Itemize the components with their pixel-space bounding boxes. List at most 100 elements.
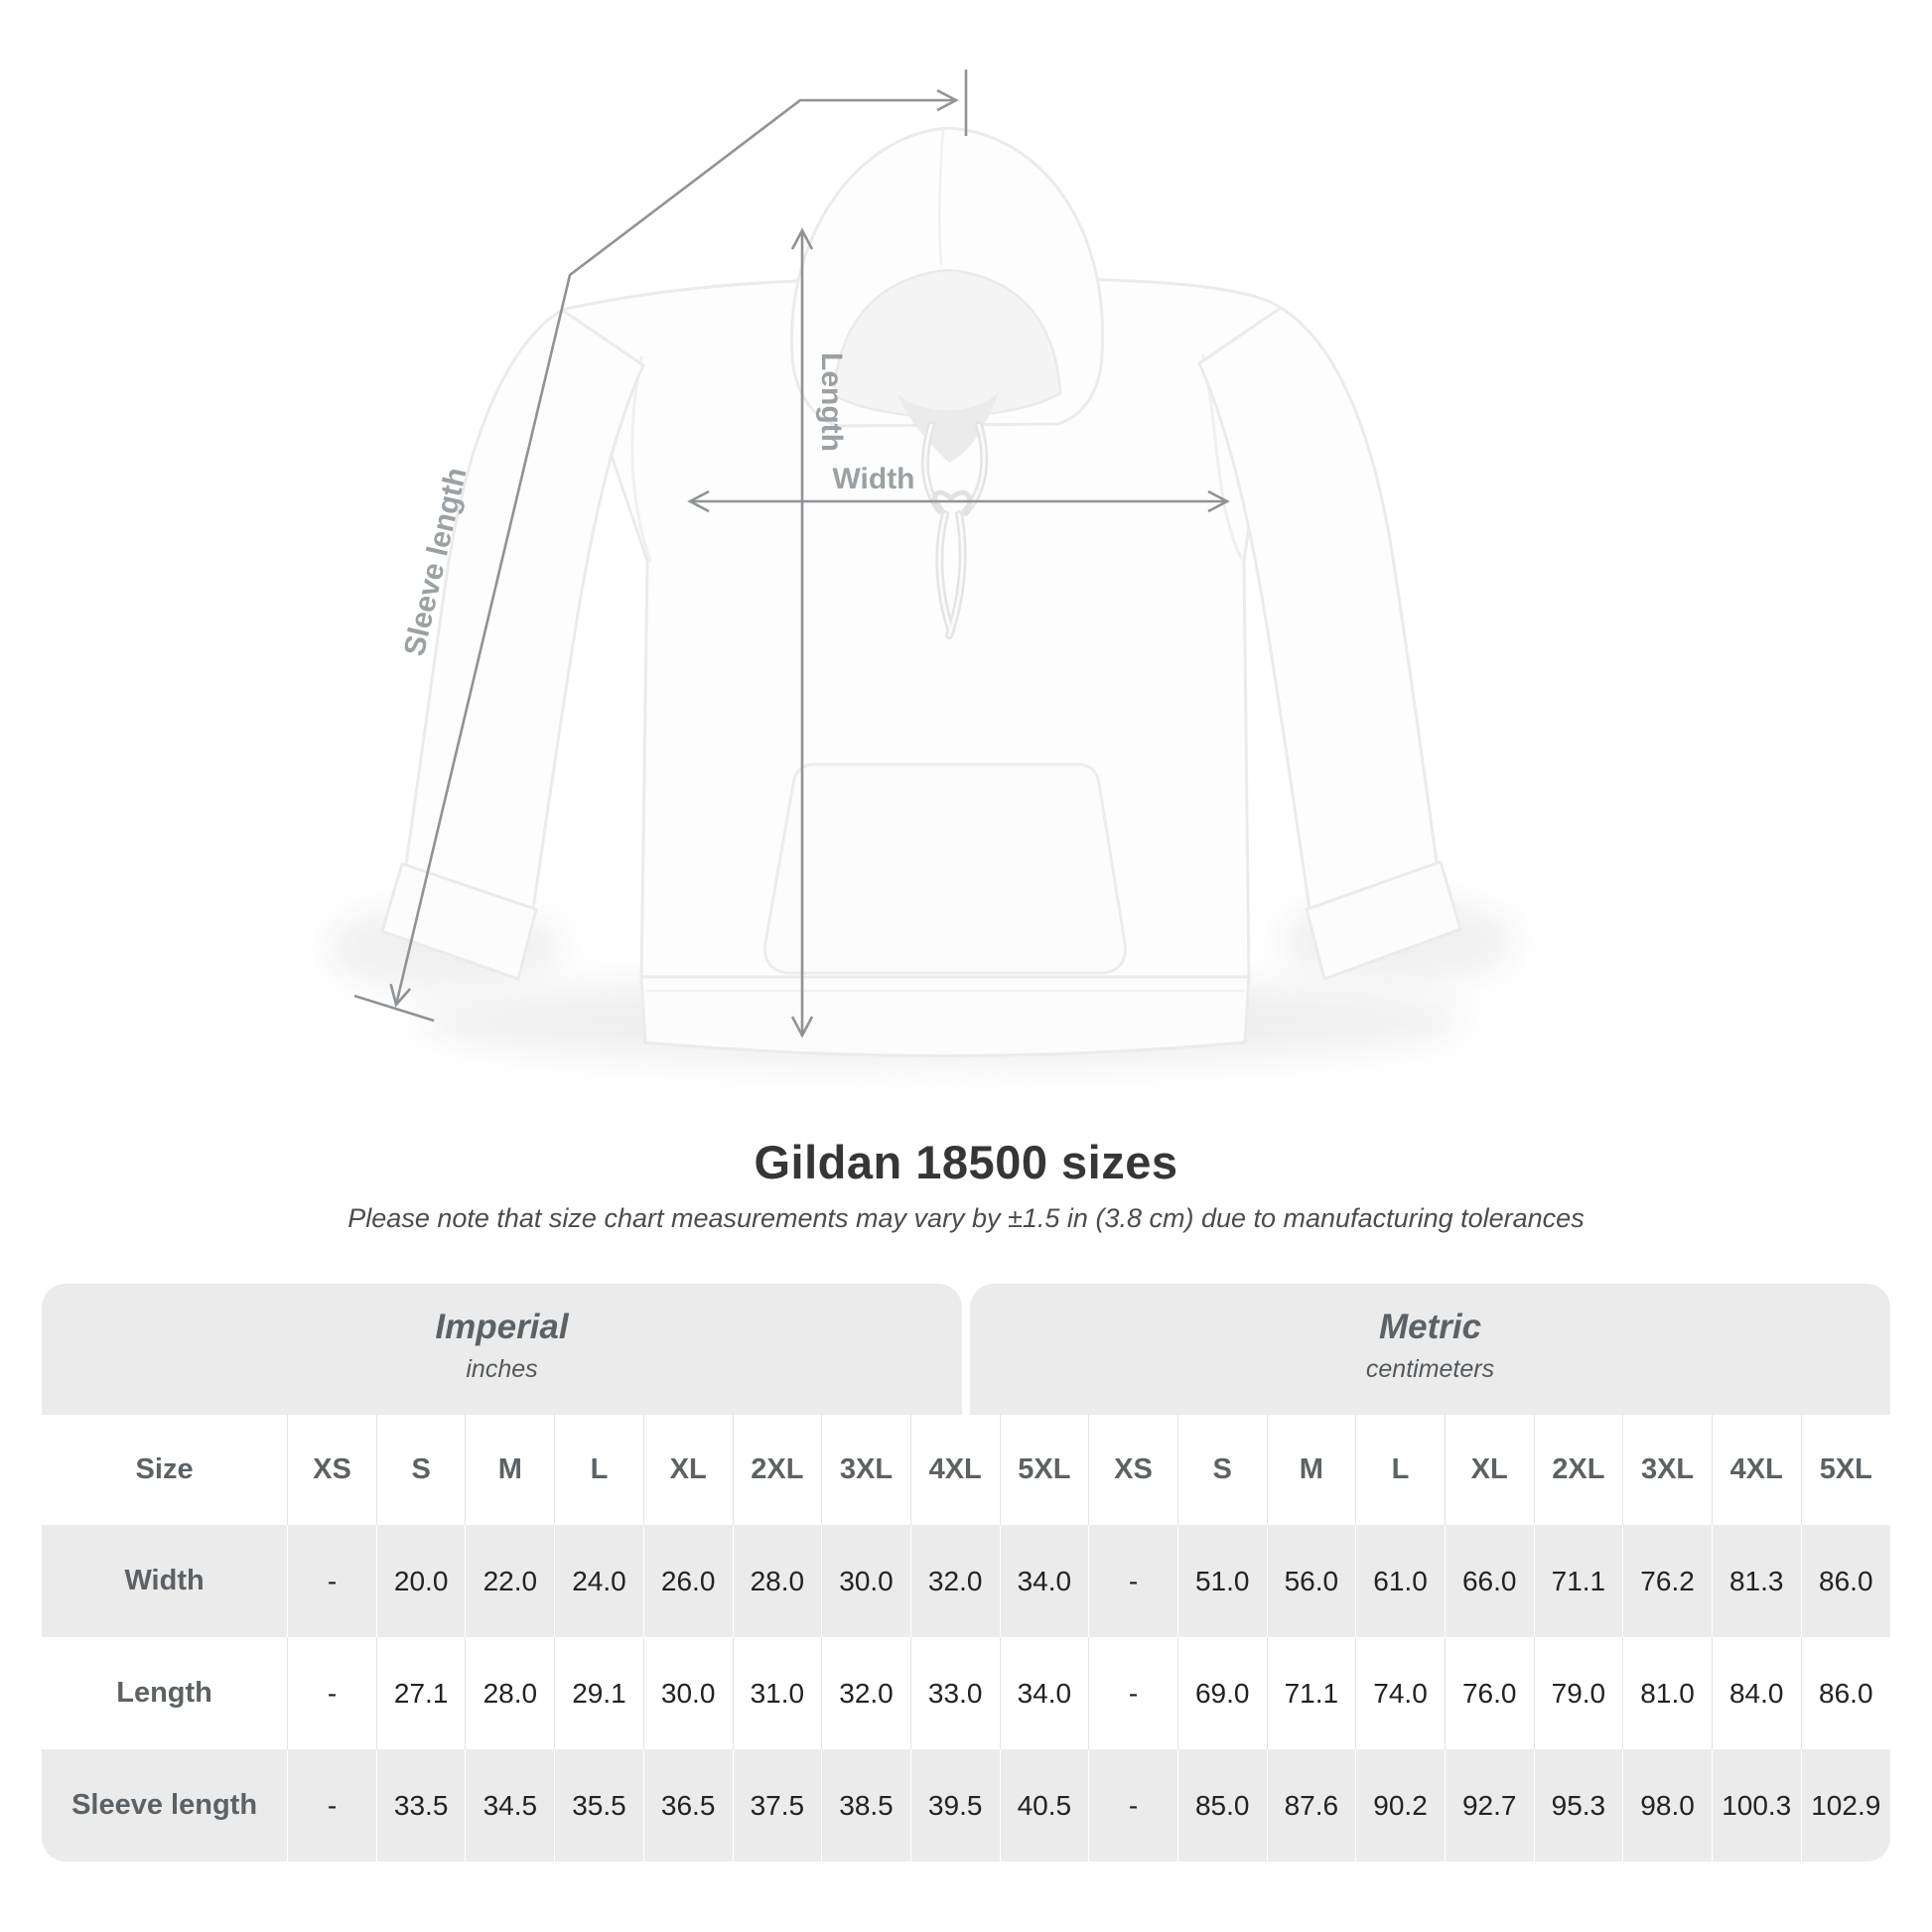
table-cell: 85.0	[1176, 1749, 1268, 1862]
table-cell: 51.0	[1176, 1525, 1268, 1637]
table-cell: -	[1088, 1637, 1178, 1749]
table-row-width: Width - 20.0 22.0 24.0 26.0 28.0 30.0 32…	[42, 1525, 1890, 1637]
table-cell: 79.0	[1533, 1637, 1623, 1749]
size-header-row: Size XS S M L XL 2XL 3XL 4XL 5XL XS S M …	[42, 1415, 1890, 1525]
table-cell: 86.0	[1800, 1525, 1890, 1637]
size-col-metric-l: L	[1355, 1415, 1446, 1525]
size-col-imperial-3xl: 3XL	[821, 1415, 911, 1525]
length-label: Length	[815, 352, 848, 452]
width-label: Width	[832, 463, 914, 495]
size-col-imperial-4xl: 4XL	[909, 1415, 1001, 1525]
table-cell: 66.0	[1444, 1525, 1535, 1637]
hoodie-illustration: Sleeve length Length Width	[326, 69, 1517, 1066]
table-cell: 28.0	[465, 1637, 555, 1749]
unit-imperial-title: Imperial	[435, 1308, 569, 1346]
table-cell: -	[287, 1525, 377, 1637]
table-cell: 84.0	[1711, 1637, 1802, 1749]
table-cell: 28.0	[732, 1525, 822, 1637]
table-row-length: Length - 27.1 28.0 29.1 30.0 31.0 32.0 3…	[42, 1637, 1890, 1749]
row-label-length: Length	[116, 1677, 212, 1709]
measurement-diagram: Sleeve length Length Width	[326, 69, 1517, 1066]
table-cell: 74.0	[1355, 1637, 1446, 1749]
table-cell: 20.0	[375, 1525, 466, 1637]
sleeve-length-arrow	[389, 88, 959, 1008]
table-cell: 33.0	[909, 1637, 1001, 1749]
table-cell: 27.1	[375, 1637, 466, 1749]
column-header-size: Size	[135, 1453, 194, 1485]
row-label-width: Width	[124, 1565, 205, 1596]
table-cell: 32.0	[909, 1525, 1001, 1637]
sleeve-length-start-tick	[353, 994, 435, 1023]
table-cell: 102.9	[1800, 1749, 1890, 1862]
size-col-imperial-xs: XS	[287, 1415, 377, 1525]
table-cell: 76.2	[1622, 1525, 1713, 1637]
table-cell: 30.0	[821, 1525, 911, 1637]
table-cell: 31.0	[732, 1637, 822, 1749]
size-col-imperial-xl: XL	[642, 1415, 733, 1525]
size-col-imperial-l: L	[554, 1415, 644, 1525]
table-row-sleeve-length: Sleeve length - 33.5 34.5 35.5 36.5 37.5…	[42, 1749, 1890, 1862]
size-col-metric-s: S	[1176, 1415, 1268, 1525]
table-cell: 40.5	[999, 1749, 1089, 1862]
table-cell: 87.6	[1266, 1749, 1356, 1862]
table-cell: 90.2	[1355, 1749, 1446, 1862]
size-col-metric-5xl: 5XL	[1800, 1415, 1890, 1525]
table-cell: 69.0	[1176, 1637, 1268, 1749]
size-col-metric-4xl: 4XL	[1711, 1415, 1802, 1525]
table-cell: 95.3	[1533, 1749, 1623, 1862]
table-cell: 24.0	[554, 1525, 644, 1637]
table-cell: -	[287, 1637, 377, 1749]
size-table: Size XS S M L XL 2XL 3XL 4XL 5XL XS S M …	[42, 1415, 1890, 1862]
table-cell: 34.5	[465, 1749, 555, 1862]
table-cell: 34.0	[999, 1525, 1089, 1637]
table-cell: 30.0	[642, 1637, 733, 1749]
hoodie-pocket	[762, 762, 1128, 975]
table-cell: 32.0	[821, 1637, 911, 1749]
size-col-metric-m: M	[1266, 1415, 1356, 1525]
table-cell: 86.0	[1800, 1637, 1890, 1749]
table-cell: 76.0	[1444, 1637, 1535, 1749]
size-chart: Imperial inches Metric centimeters Size …	[42, 1284, 1890, 1862]
size-col-metric-2xl: 2XL	[1533, 1415, 1623, 1525]
unit-band: Imperial inches Metric centimeters	[42, 1284, 1890, 1415]
unit-group-metric: Metric centimeters	[970, 1284, 1890, 1415]
size-col-metric-xs: XS	[1088, 1415, 1178, 1525]
table-cell: 38.5	[821, 1749, 911, 1862]
table-cell: 39.5	[909, 1749, 1001, 1862]
title-block: Gildan 18500 sizes Please note that size…	[0, 1135, 1932, 1234]
table-cell: 92.7	[1444, 1749, 1535, 1862]
table-cell: 71.1	[1266, 1637, 1356, 1749]
table-cell: 100.3	[1711, 1749, 1802, 1862]
table-cell: 22.0	[465, 1525, 555, 1637]
table-cell: -	[287, 1749, 377, 1862]
size-table-body: Size XS S M L XL 2XL 3XL 4XL 5XL XS S M …	[42, 1415, 1890, 1862]
table-cell: -	[1088, 1749, 1178, 1862]
table-cell: 36.5	[642, 1749, 733, 1862]
unit-metric-title: Metric	[1378, 1308, 1482, 1346]
page-title: Gildan 18500 sizes	[754, 1136, 1178, 1188]
unit-group-imperial: Imperial inches	[42, 1284, 962, 1415]
table-cell: 98.0	[1622, 1749, 1713, 1862]
size-col-metric-xl: XL	[1444, 1415, 1535, 1525]
size-col-imperial-m: M	[465, 1415, 555, 1525]
table-cell: 61.0	[1355, 1525, 1446, 1637]
table-cell: 56.0	[1266, 1525, 1356, 1637]
page-subtitle: Please note that size chart measurements…	[347, 1203, 1585, 1233]
table-cell: 37.5	[732, 1749, 822, 1862]
table-cell: -	[1088, 1525, 1178, 1637]
table-cell: 29.1	[554, 1637, 644, 1749]
table-cell: 81.3	[1711, 1525, 1802, 1637]
table-cell: 81.0	[1622, 1637, 1713, 1749]
unit-metric-subtitle: centimeters	[1365, 1355, 1495, 1383]
hoodie-body	[380, 126, 1462, 1057]
size-col-imperial-2xl: 2XL	[732, 1415, 822, 1525]
size-col-imperial-5xl: 5XL	[999, 1415, 1089, 1525]
size-col-imperial-s: S	[375, 1415, 466, 1525]
table-cell: 26.0	[642, 1525, 733, 1637]
size-col-metric-3xl: 3XL	[1622, 1415, 1713, 1525]
table-cell: 35.5	[554, 1749, 644, 1862]
table-cell: 33.5	[375, 1749, 466, 1862]
table-cell: 71.1	[1533, 1525, 1623, 1637]
table-cell: 34.0	[999, 1637, 1089, 1749]
row-label-sleeve-length: Sleeve length	[71, 1789, 258, 1821]
